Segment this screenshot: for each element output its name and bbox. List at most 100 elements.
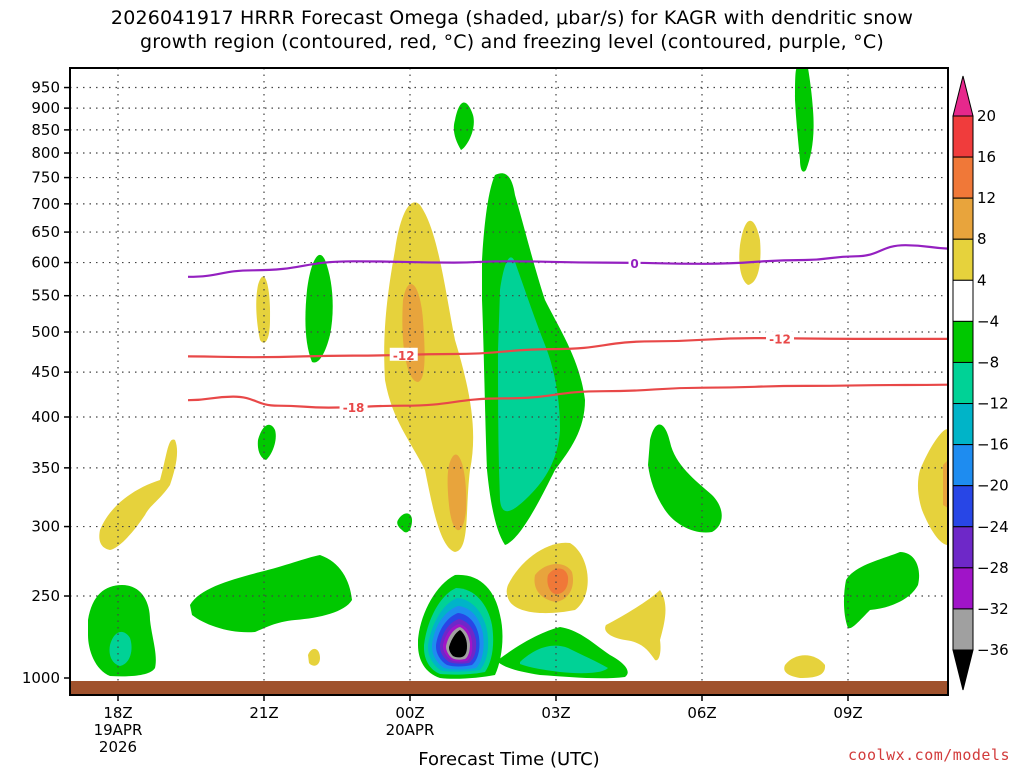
colorbar-bin [952,156,974,199]
y-tick-label: 900 [31,99,60,117]
omega-neg-region [795,68,814,172]
omega-neg-region [88,585,156,677]
y-tick-label: 850 [31,121,60,139]
colorbar-label: −36 [977,641,1009,659]
colorbar-label: 16 [977,148,996,166]
y-tick-label: 500 [31,323,60,341]
contour-label: -12 [769,332,791,346]
omega-neg-region [305,254,333,363]
x-tick-date: 19APR [94,721,143,739]
y-tick-label: 800 [31,144,60,162]
colorbar-bin [952,526,974,569]
contour-label-bg [766,331,795,345]
y-tick-label: 600 [31,254,60,272]
x-tick-label: 21Z [249,704,278,722]
omega-shading [88,68,948,679]
y-tick-label: 750 [31,169,60,187]
contour-label-bg [389,347,418,361]
omega-neg-region [520,645,608,674]
x-tick-label: 09Z [833,704,862,722]
contour-label-bg [339,399,368,413]
x-tick-label: 06Z [687,704,716,722]
contour-label: -12 [393,349,415,363]
colorbar-label: 8 [977,230,987,248]
x-tick-label: 18Z [103,704,132,722]
colorbar-label: −24 [977,518,1009,536]
colorbar-bin [952,608,974,651]
omega-neg-region [190,555,352,633]
chart-title: 2026041917 HRRR Forecast Omega (shaded, … [0,6,1024,54]
x-axis-label: Forecast Time (UTC) [418,749,599,768]
omega-pos-region [547,568,569,595]
omega-pos-region [308,648,320,666]
omega-neg-region [648,424,722,533]
colorbar-label: 12 [977,189,996,207]
colorbar-bin [952,361,974,405]
colorbar-bin [952,238,974,281]
y-tick-label: 700 [31,195,60,213]
colorbar-bin [952,403,974,446]
x-tick-label: 03Z [541,704,570,722]
chart-title-line2: growth region (contoured, red, °C) and f… [140,31,884,53]
colorbar-bin [952,320,974,363]
y-tick-label: 300 [31,518,60,536]
colorbar-bin [952,485,974,528]
y-tick-label: 350 [31,459,60,477]
omega-pos-region [739,220,761,285]
y-tick-label: 250 [31,587,60,605]
colorbar-label: −8 [977,353,999,371]
credit-text: coolwx.com/models [847,746,1010,764]
y-tick-label: 650 [31,223,60,241]
omega-neg-region [397,513,413,533]
contour-label: 0 [630,257,638,271]
y-tick-label: 1000 [22,669,60,687]
omega-pos-region [99,439,178,550]
colorbar-bin [952,115,974,158]
contour-label: -18 [343,401,365,415]
omega-pos-region [943,460,948,508]
colorbar-bin [952,279,974,322]
omega-neg-region [498,257,560,512]
contour-freezing-level-0 [187,244,948,278]
x-tick-label: 00Z [395,704,424,722]
colorbar-label: 4 [977,271,987,289]
chart-title-line1: 2026041917 HRRR Forecast Omega (shaded, … [110,7,914,29]
colorbar-label: 20 [977,107,996,125]
colorbar-top-arrow [952,75,974,117]
omega-neg-region [257,424,276,460]
temperature-contours: -18 -12 -12 0 [187,244,948,415]
omega-neg-region [843,552,920,629]
y-tick-label: 950 [31,79,60,97]
x-tick-year: 2026 [99,738,137,756]
colorbar-label: −28 [977,559,1009,577]
omega-neg-region [449,630,467,658]
omega-pos-region [784,655,826,678]
y-tick-label: 550 [31,287,60,305]
contour-dendritic-minus12 [187,336,948,359]
colorbar-bottom-arrow [952,649,974,691]
time-gridlines [117,68,849,695]
y-tick-label: 400 [31,408,60,426]
colorbar-label: −20 [977,477,1009,495]
omega-pos-region [917,429,948,545]
omega-pos-region [256,276,271,343]
omega-pos-region [605,590,666,661]
y-tick-label: 450 [31,363,60,381]
omega-neg-region [109,631,132,666]
colorbar: 20 16 12 8 4 −4 −8 −12 −16 −20 −24 −28 −32 −36 [952,75,1009,691]
omega-pos-region [447,454,467,531]
colorbar-bin [952,197,974,240]
surface-ground-strip [70,681,948,695]
colorbar-bin [952,444,974,487]
plot-frame [69,67,949,696]
x-tick-date: 20APR [386,721,435,739]
colorbar-label: −12 [977,395,1009,413]
contour-dendritic-minus18 [187,383,948,409]
contour-label-bg [628,255,641,269]
pressure-axis: 250 300 350 400 450 500 550 600 650 700 750 800 850 9… [22,79,70,687]
colorbar-bin [952,567,974,610]
colorbar-label: −16 [977,436,1009,454]
colorbar-label: −32 [977,600,1009,618]
